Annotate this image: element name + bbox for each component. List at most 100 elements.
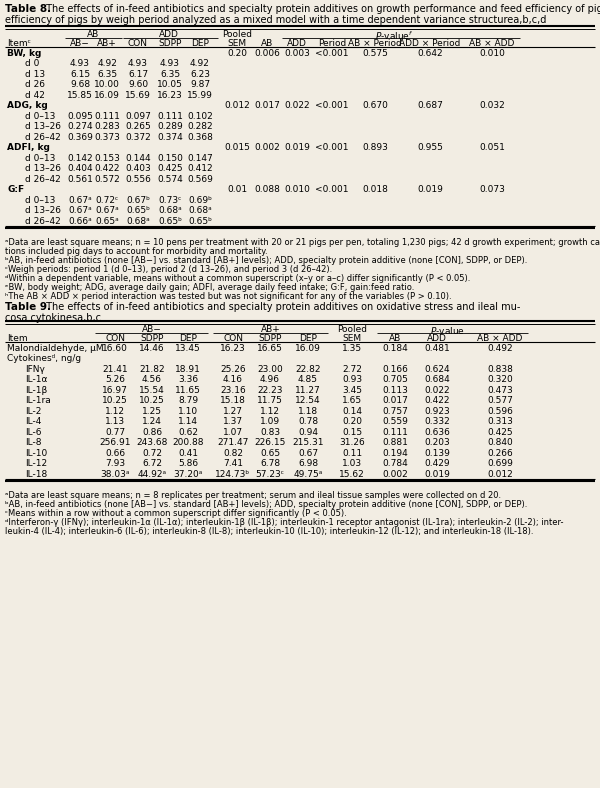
Text: 0.577: 0.577 bbox=[487, 396, 513, 405]
Text: BW, kg: BW, kg bbox=[7, 49, 41, 58]
Text: AB−: AB− bbox=[142, 325, 161, 334]
Text: 3.36: 3.36 bbox=[178, 375, 198, 384]
Text: 0.019: 0.019 bbox=[284, 143, 310, 152]
Text: 0.022: 0.022 bbox=[284, 101, 310, 110]
Text: AB × ADD: AB × ADD bbox=[469, 39, 515, 48]
Text: d 26–42: d 26–42 bbox=[25, 174, 61, 184]
Text: d 42: d 42 bbox=[25, 91, 45, 99]
Text: ᵈInterferon-γ (IFNγ); interleukin-1α (IL-1α); interleukin-1β (IL-1β); interleuki: ᵈInterferon-γ (IFNγ); interleukin-1α (IL… bbox=[5, 518, 563, 527]
Text: 226.15: 226.15 bbox=[254, 438, 286, 447]
Text: SDPP: SDPP bbox=[140, 334, 164, 343]
Text: 1.10: 1.10 bbox=[178, 407, 198, 415]
Text: 10.25: 10.25 bbox=[102, 396, 128, 405]
Text: 4.16: 4.16 bbox=[223, 375, 243, 384]
Text: SEM: SEM bbox=[343, 334, 362, 343]
Text: Table 9.: Table 9. bbox=[5, 302, 51, 312]
Text: 6.72: 6.72 bbox=[142, 459, 162, 468]
Text: 0.67ᵃ: 0.67ᵃ bbox=[68, 195, 92, 205]
Text: 0.010: 0.010 bbox=[479, 49, 505, 58]
Text: 16.09: 16.09 bbox=[295, 344, 321, 352]
Text: 1.13: 1.13 bbox=[105, 417, 125, 426]
Text: 4.92: 4.92 bbox=[97, 59, 117, 68]
Text: 0.274: 0.274 bbox=[67, 122, 93, 131]
Text: IL-6: IL-6 bbox=[25, 428, 41, 437]
Text: 0.425: 0.425 bbox=[487, 428, 513, 437]
Text: 0.412: 0.412 bbox=[187, 164, 213, 173]
Text: 8.79: 8.79 bbox=[178, 396, 198, 405]
Text: 0.283: 0.283 bbox=[94, 122, 120, 131]
Text: 7.93: 7.93 bbox=[105, 459, 125, 468]
Text: 49.75ᵃ: 49.75ᵃ bbox=[293, 470, 323, 478]
Text: 0.481: 0.481 bbox=[424, 344, 450, 352]
Text: 0.68ᵃ: 0.68ᵃ bbox=[158, 206, 182, 215]
Text: 0.65ᵇ: 0.65ᵇ bbox=[126, 206, 150, 215]
Text: 6.35: 6.35 bbox=[97, 69, 117, 79]
Text: 0.636: 0.636 bbox=[424, 428, 450, 437]
Text: 1.12: 1.12 bbox=[260, 407, 280, 415]
Text: Pooled: Pooled bbox=[222, 30, 252, 39]
Text: 0.374: 0.374 bbox=[157, 132, 183, 142]
Text: 0.019: 0.019 bbox=[417, 185, 443, 194]
Text: 16.23: 16.23 bbox=[157, 91, 183, 99]
Text: 0.624: 0.624 bbox=[424, 365, 450, 374]
Text: 21.82: 21.82 bbox=[139, 365, 165, 374]
Text: d 26: d 26 bbox=[25, 80, 45, 89]
Text: 0.575: 0.575 bbox=[362, 49, 388, 58]
Text: $P$-value: $P$-value bbox=[430, 325, 465, 336]
Text: ᶜMeans within a row without a common superscript differ significantly (P < 0.05): ᶜMeans within a row without a common sup… bbox=[5, 509, 347, 518]
Text: 0.102: 0.102 bbox=[187, 111, 213, 121]
Text: 0.010: 0.010 bbox=[284, 185, 310, 194]
Text: 0.65ᵇ: 0.65ᵇ bbox=[188, 217, 212, 225]
Text: 0.369: 0.369 bbox=[67, 132, 93, 142]
Text: 14.46: 14.46 bbox=[139, 344, 165, 352]
Text: d 13: d 13 bbox=[25, 69, 45, 79]
Text: 0.65ᵇ: 0.65ᵇ bbox=[158, 217, 182, 225]
Text: $P$-value$^{f}$: $P$-value$^{f}$ bbox=[376, 30, 413, 43]
Text: 1.14: 1.14 bbox=[178, 417, 198, 426]
Text: 0.088: 0.088 bbox=[254, 185, 280, 194]
Text: 0.670: 0.670 bbox=[362, 101, 388, 110]
Text: 25.26: 25.26 bbox=[220, 365, 246, 374]
Text: 5.86: 5.86 bbox=[178, 459, 198, 468]
Text: Cytokinesᵈ, ng/g: Cytokinesᵈ, ng/g bbox=[7, 354, 81, 363]
Text: 4.93: 4.93 bbox=[128, 59, 148, 68]
Text: 0.574: 0.574 bbox=[157, 174, 183, 184]
Text: AB × Period: AB × Period bbox=[348, 39, 402, 48]
Text: Itemᶜ: Itemᶜ bbox=[7, 39, 31, 48]
Text: 0.051: 0.051 bbox=[479, 143, 505, 152]
Text: 0.20: 0.20 bbox=[227, 49, 247, 58]
Text: d 0–13: d 0–13 bbox=[25, 195, 55, 205]
Text: ʰThe AB × ADD × period interaction was tested but was not significant for any of: ʰThe AB × ADD × period interaction was t… bbox=[5, 292, 452, 301]
Text: IL-1α: IL-1α bbox=[25, 375, 47, 384]
Text: The effects of in-feed antibiotics and specialty protein additives on oxidative : The effects of in-feed antibiotics and s… bbox=[43, 302, 520, 312]
Text: 23.16: 23.16 bbox=[220, 385, 246, 395]
Text: ᵇAB, in-feed antibiotics (none [AB−] vs. standard [AB+] levels); ADD, specialty : ᵇAB, in-feed antibiotics (none [AB−] vs.… bbox=[5, 500, 527, 509]
Text: 0.20: 0.20 bbox=[342, 417, 362, 426]
Text: 7.41: 7.41 bbox=[223, 459, 243, 468]
Text: 6.35: 6.35 bbox=[160, 69, 180, 79]
Text: 6.15: 6.15 bbox=[70, 69, 90, 79]
Text: <0.001: <0.001 bbox=[315, 101, 349, 110]
Text: 0.67ᵇ: 0.67ᵇ bbox=[126, 195, 150, 205]
Text: 15.18: 15.18 bbox=[220, 396, 246, 405]
Text: 0.266: 0.266 bbox=[487, 448, 513, 458]
Text: AB+: AB+ bbox=[97, 39, 117, 48]
Text: 0.596: 0.596 bbox=[487, 407, 513, 415]
Text: 0.147: 0.147 bbox=[187, 154, 213, 162]
Text: 11.27: 11.27 bbox=[295, 385, 321, 395]
Text: 37.20ᵃ: 37.20ᵃ bbox=[173, 470, 203, 478]
Text: 15.62: 15.62 bbox=[339, 470, 365, 478]
Text: 11.75: 11.75 bbox=[257, 396, 283, 405]
Text: 0.705: 0.705 bbox=[382, 375, 408, 384]
Text: Pooled: Pooled bbox=[337, 325, 367, 334]
Text: AB+: AB+ bbox=[260, 325, 280, 334]
Text: d 26–42: d 26–42 bbox=[25, 217, 61, 225]
Text: 0.320: 0.320 bbox=[487, 375, 513, 384]
Text: IL-8: IL-8 bbox=[25, 438, 41, 447]
Text: 0.113: 0.113 bbox=[382, 385, 408, 395]
Text: 9.87: 9.87 bbox=[190, 80, 210, 89]
Text: 0.556: 0.556 bbox=[125, 174, 151, 184]
Text: 9.68: 9.68 bbox=[70, 80, 90, 89]
Text: IFNγ: IFNγ bbox=[25, 365, 45, 374]
Text: 0.006: 0.006 bbox=[254, 49, 280, 58]
